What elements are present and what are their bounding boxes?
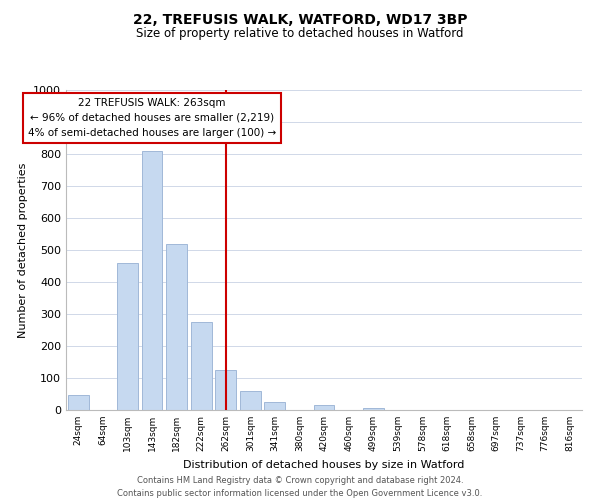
Bar bbox=[117, 263, 138, 410]
Bar bbox=[166, 244, 187, 410]
Bar bbox=[265, 402, 286, 410]
Text: 22 TREFUSIS WALK: 263sqm
← 96% of detached houses are smaller (2,219)
4% of semi: 22 TREFUSIS WALK: 263sqm ← 96% of detach… bbox=[28, 98, 276, 138]
Bar bbox=[68, 395, 89, 410]
X-axis label: Distribution of detached houses by size in Watford: Distribution of detached houses by size … bbox=[184, 460, 464, 469]
Bar bbox=[215, 370, 236, 410]
Bar bbox=[142, 151, 163, 410]
Bar bbox=[191, 322, 212, 410]
Text: 22, TREFUSIS WALK, WATFORD, WD17 3BP: 22, TREFUSIS WALK, WATFORD, WD17 3BP bbox=[133, 12, 467, 26]
Bar bbox=[240, 391, 261, 410]
Text: Size of property relative to detached houses in Watford: Size of property relative to detached ho… bbox=[136, 28, 464, 40]
Bar bbox=[362, 408, 383, 410]
Bar bbox=[314, 405, 334, 410]
Y-axis label: Number of detached properties: Number of detached properties bbox=[17, 162, 28, 338]
Text: Contains HM Land Registry data © Crown copyright and database right 2024.
Contai: Contains HM Land Registry data © Crown c… bbox=[118, 476, 482, 498]
